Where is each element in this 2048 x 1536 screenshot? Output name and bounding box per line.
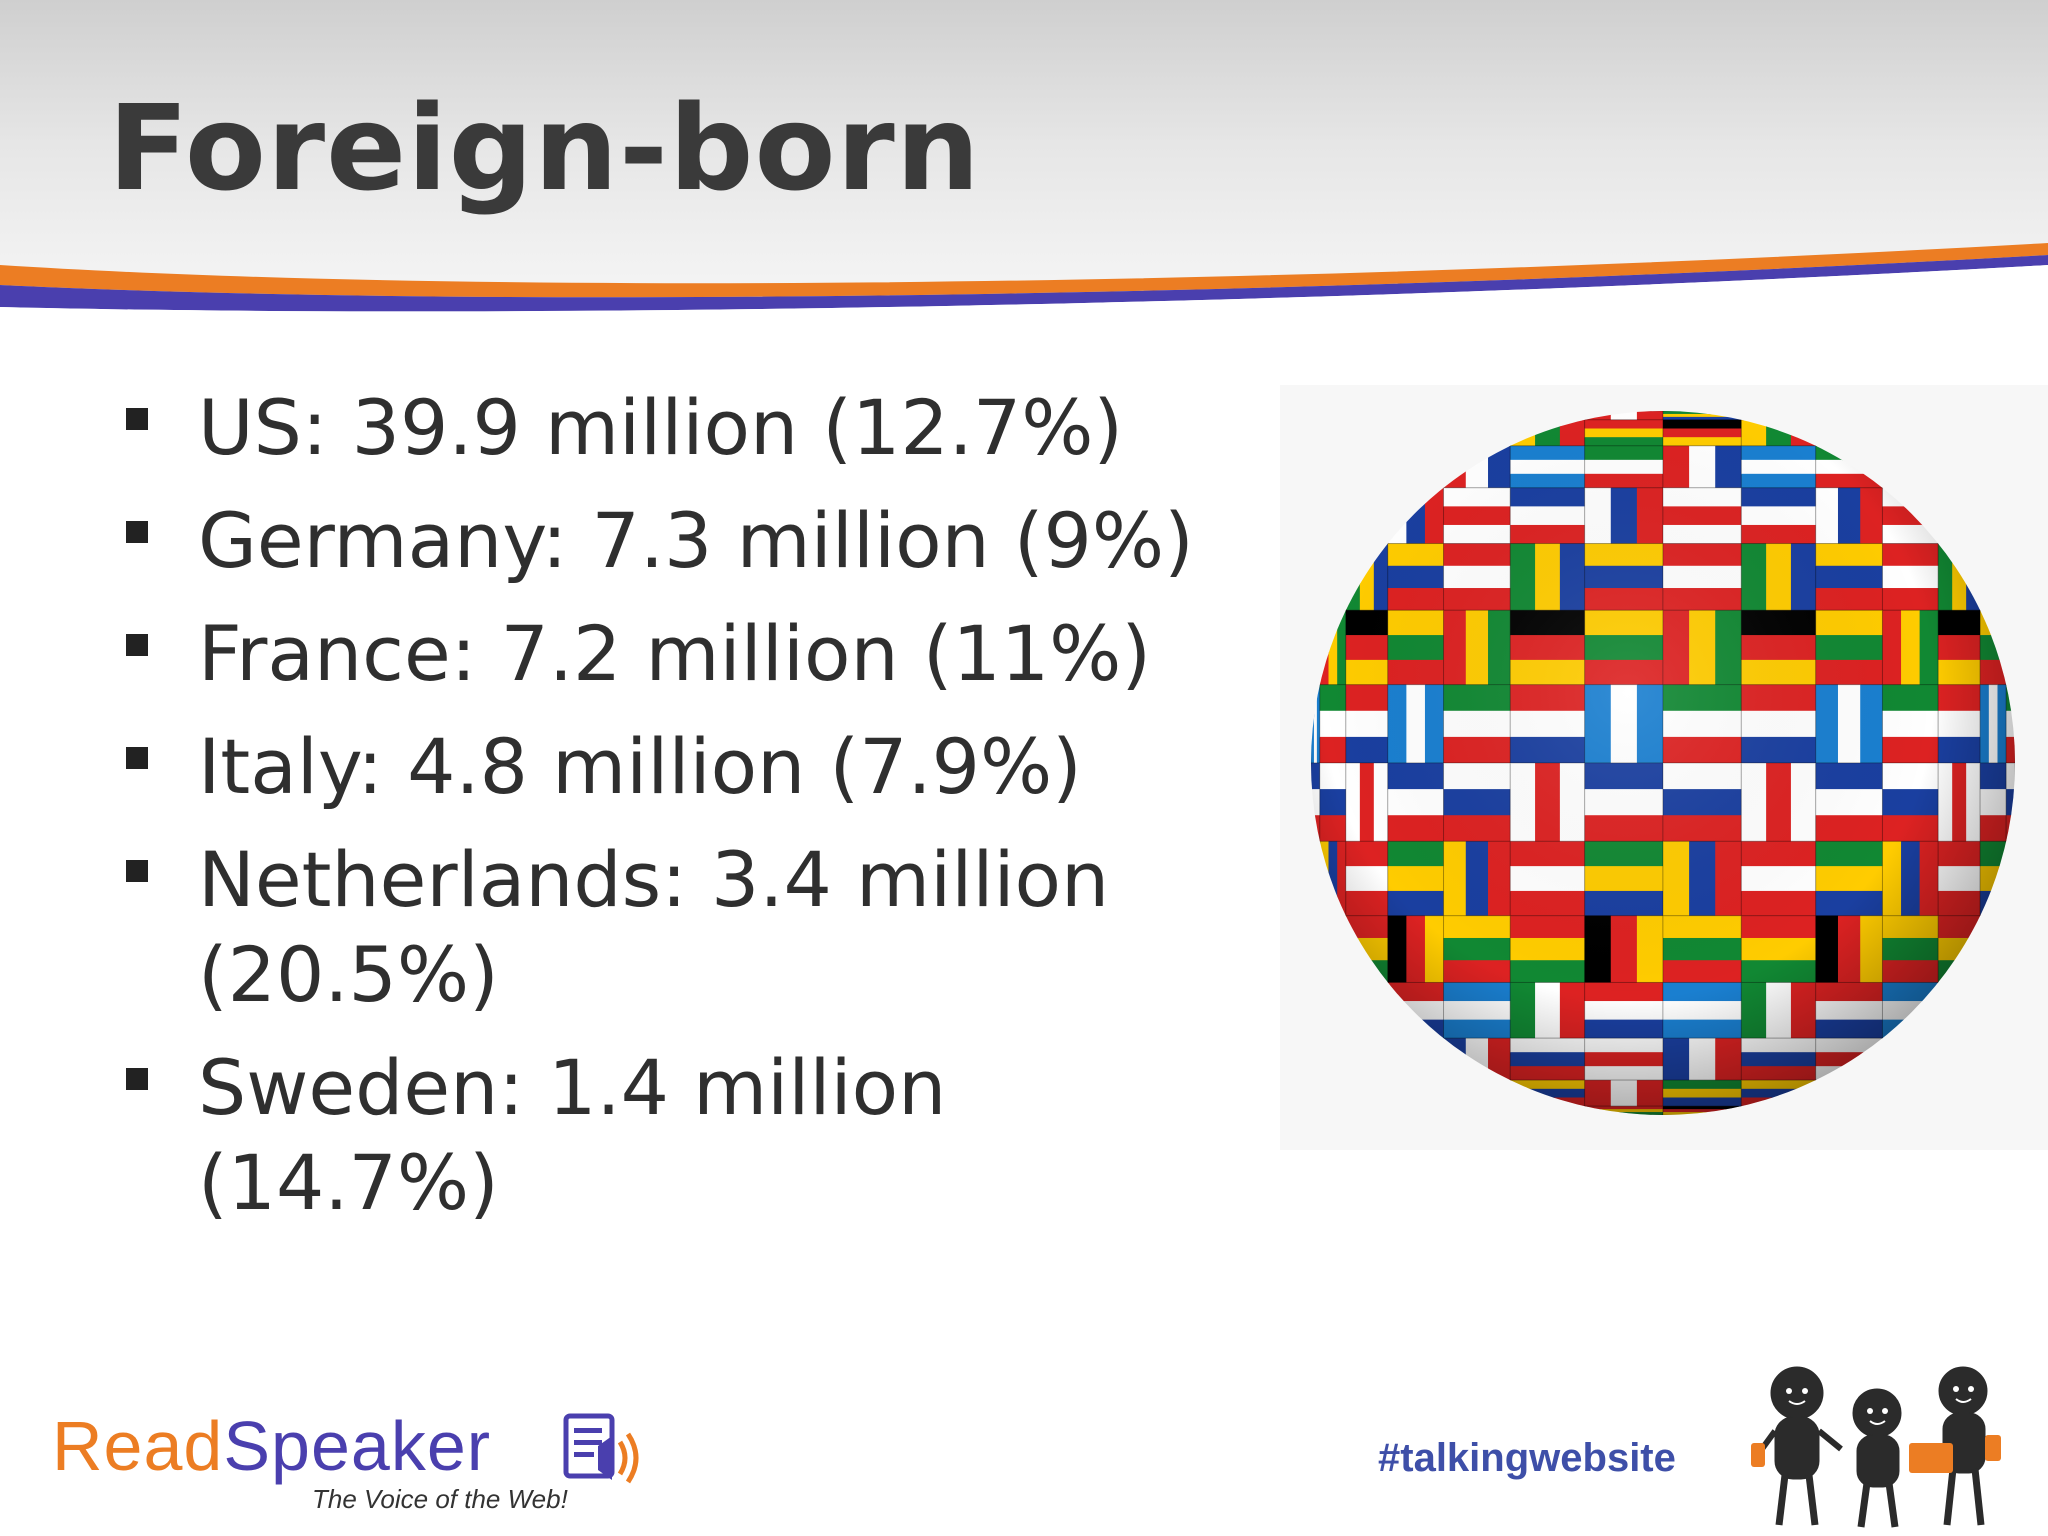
bullet-marker-icon [126,521,148,543]
logo-wordmark: ReadSpeaker [52,1406,491,1486]
bullet-marker-icon [126,634,148,656]
bullet-text: Italy: 4.8 million (7.9%) [198,722,1082,811]
bullet-text: Germany: 7.3 million (9%) [198,496,1194,585]
slide-title: Foreign-born [108,79,981,217]
logo-speaker-text: Speaker [223,1407,492,1485]
bullet-item-netherlands: Netherlands: 3.4 million (20.5%) [118,832,1248,1022]
readspeaker-logo: ReadSpeaker The Voice of the Web! [52,1406,662,1524]
bullet-item-italy: Italy: 4.8 million (7.9%) [118,719,1248,814]
slide-header: Foreign-born [0,0,2048,325]
bullet-item-us: US: 39.9 million (12.7%) [118,380,1248,475]
flag-globe-image [1280,385,2048,1150]
bullet-text: Sweden: 1.4 million (14.7%) [198,1043,947,1227]
bullet-marker-icon [126,1068,148,1090]
bullet-item-france: France: 7.2 million (11%) [118,606,1248,701]
logo-tagline: The Voice of the Web! [312,1484,568,1514]
bullet-text: Netherlands: 3.4 million (20.5%) [198,835,1110,1019]
bullet-item-sweden: Sweden: 1.4 million (14.7%) [118,1040,1248,1230]
bullet-text: France: 7.2 million (11%) [198,609,1152,698]
stick-figures-illustration [1751,1366,2001,1528]
hashtag-text: #talkingwebsite [1378,1436,1676,1480]
bullet-list: US: 39.9 million (12.7%) Germany: 7.3 mi… [118,380,1248,1248]
figure-left-icon [1756,1366,1843,1526]
logo-read-text: Read [52,1407,224,1485]
bullet-marker-icon [126,747,148,769]
bullet-item-germany: Germany: 7.3 million (9%) [118,493,1248,588]
header-swoosh [0,243,2048,325]
speaker-document-icon [563,1413,639,1484]
figure-middle-icon [1852,1388,1902,1528]
figure-right-icon [1938,1366,1988,1526]
bullet-marker-icon [126,408,148,430]
globe-icon [1311,411,2015,1115]
bullet-marker-icon [126,860,148,882]
bullet-text: US: 39.9 million (12.7%) [198,383,1124,472]
